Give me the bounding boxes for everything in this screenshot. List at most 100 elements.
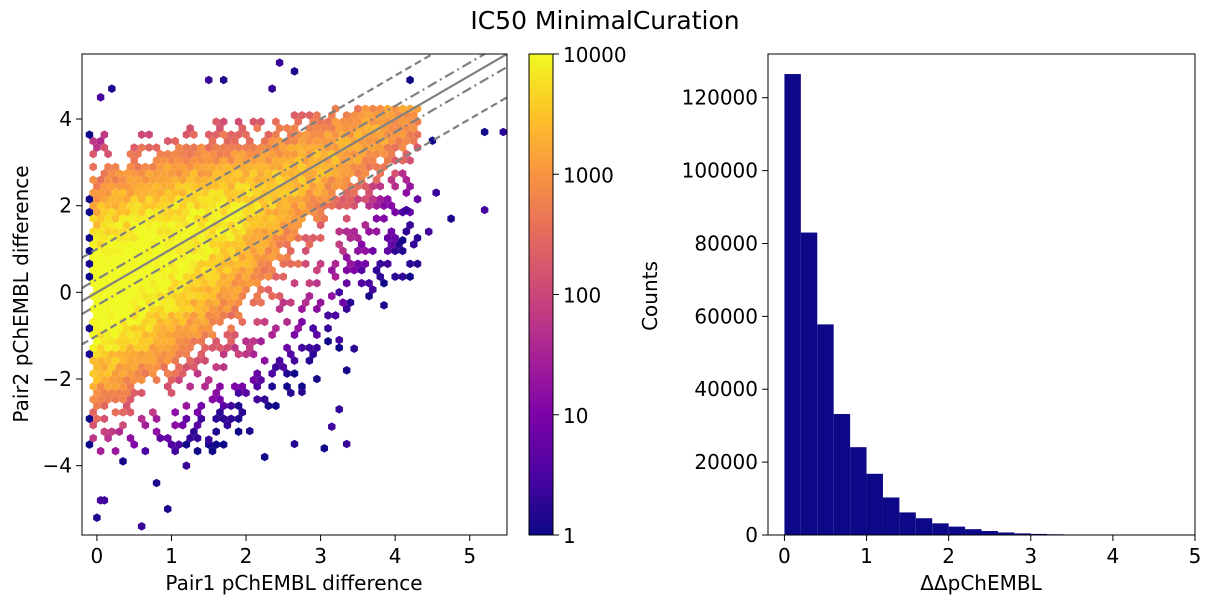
hexbin-cell (242, 233, 250, 243)
hexbin-cell (275, 240, 284, 249)
hexbin-cell (242, 336, 250, 346)
hexbin-cell (231, 265, 239, 275)
hexbin-cell (350, 123, 358, 133)
hexbin-cell (111, 408, 120, 417)
hexbin-cell (190, 362, 198, 372)
hexbin-cell (167, 182, 176, 191)
hexbin-cell (178, 291, 187, 301)
hexbin-cell (402, 188, 411, 198)
hexbin-cell (238, 123, 247, 133)
hexbin-cell (205, 435, 213, 444)
hexbin-cell (294, 207, 302, 217)
hexbin-cell (294, 324, 302, 333)
histogram-bar (1014, 533, 1031, 535)
hexbin-cell (335, 335, 343, 345)
hexbin-cell (156, 188, 165, 198)
hexbin-cell (253, 188, 261, 198)
hexbin-cell (369, 285, 377, 294)
hexbin-cell (316, 259, 325, 269)
hexbin-cell (164, 317, 172, 327)
hexbin-cell (212, 233, 220, 243)
hexbin-cell (249, 246, 258, 256)
hexbin-cell (111, 175, 120, 185)
hexbin-cell (253, 201, 261, 210)
hexbin-cell (320, 444, 329, 453)
hexbin-cell (301, 194, 310, 204)
hexbin-cell (387, 227, 396, 236)
hexbin-cell (275, 291, 284, 301)
hexbin-cell (137, 194, 146, 204)
hexbin-cell (410, 240, 418, 249)
hexbin-cell (134, 162, 142, 172)
hexbin-cell (119, 265, 127, 275)
hexbin-cell (108, 169, 116, 178)
hexbin-cell (391, 272, 399, 282)
hexbin-cell (275, 214, 284, 223)
hexbin-cell (190, 246, 198, 256)
hexbin-cell (145, 324, 153, 333)
hexbin-cell (294, 233, 302, 243)
hexbin-cell (242, 285, 250, 294)
hexbin-cell (350, 201, 358, 210)
hexbin-cell (264, 194, 273, 204)
hexbin-cell (424, 227, 433, 236)
hexbin-cell (257, 220, 265, 230)
hexbin-cell (279, 143, 288, 152)
hexbin-cell (354, 130, 362, 139)
hexbin-cell (190, 298, 198, 307)
hexbin-cell (85, 259, 94, 269)
hexbin-y-label: Pair2 pChEMBL difference (9, 165, 33, 422)
hexbin-cell (175, 362, 183, 372)
hexbin-cell (331, 143, 340, 152)
hexbin-cell (398, 130, 407, 139)
hexbin-cell (104, 265, 112, 275)
hexbin-cell (126, 356, 135, 365)
hexbin-cell (186, 240, 194, 249)
hexbin-cell (104, 395, 112, 404)
hexbin-cell (152, 233, 161, 243)
hexbin-cell (93, 220, 101, 230)
hexbin-cell (305, 201, 314, 210)
hexbin-cell (137, 233, 146, 243)
hexbin-cell (115, 336, 124, 346)
hexbin-cell (298, 317, 306, 327)
hexbin-cell (246, 343, 254, 353)
hexbin-cell (190, 285, 198, 294)
hexbin-cell (89, 162, 97, 172)
histogram-bar (850, 447, 867, 535)
hexbin-cell (145, 143, 153, 152)
hexbin-cell (350, 344, 358, 353)
hexbin-cell (119, 343, 127, 353)
hexbin-cell (313, 265, 321, 275)
hexbin-cell (249, 298, 258, 307)
reference-line-dashed (82, 54, 435, 259)
hexbin-cell (391, 156, 399, 165)
hexbin-cell (201, 278, 209, 288)
hexbin-cell (190, 259, 198, 269)
hexbin-cell (272, 246, 280, 256)
hexbin-cell (342, 265, 351, 275)
hexbin-cell (123, 324, 131, 333)
hexbin-cell (197, 233, 206, 243)
hexbin-cell (219, 75, 228, 85)
hexbin-cell (279, 259, 288, 269)
hexbin-cell (171, 420, 179, 430)
x-tick-label: 3 (314, 544, 327, 568)
x-tick-label: 4 (389, 544, 402, 568)
hexbin-cell (402, 175, 411, 185)
hexbin-cell (134, 188, 142, 198)
hexbin-cell (219, 130, 228, 139)
hexbin-cell (216, 188, 224, 198)
hexbin-cell (219, 349, 228, 359)
hexbin-cell (223, 330, 232, 340)
hexbin-cell (186, 317, 194, 327)
hexbin-cell (130, 272, 138, 282)
hexbin-cell (182, 272, 191, 282)
hexbin-cell (301, 246, 310, 256)
hexbin-cell (208, 227, 217, 236)
hexbin-cell (369, 194, 377, 204)
hexbin-cell (216, 317, 224, 327)
hexbin-cell (324, 130, 332, 139)
hexbin-cell (253, 317, 261, 327)
hexbin-cell (350, 110, 358, 120)
